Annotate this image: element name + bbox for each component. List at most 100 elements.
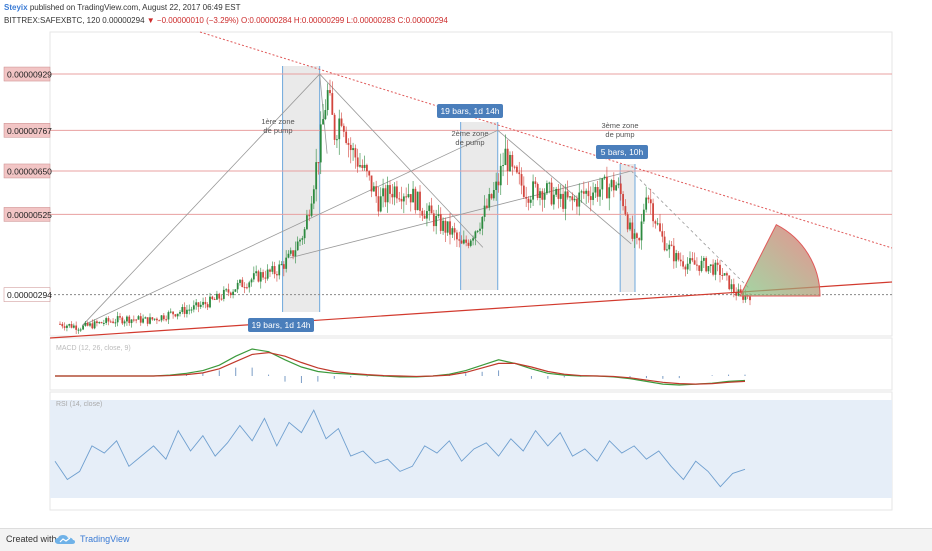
candle-body	[361, 165, 364, 168]
candle-body	[123, 321, 126, 324]
price-change: ▼ −0.00000010 (−3.29%)	[146, 16, 239, 25]
candle-body	[218, 293, 221, 299]
candle-body	[349, 144, 352, 151]
candle-body	[262, 272, 264, 278]
chart-area[interactable]: 0.00000929 0.00000767 0.00000650 0.00000525…	[0, 0, 932, 528]
candle-body	[174, 314, 177, 317]
pump-zone-label: 1ère zone	[261, 117, 294, 126]
candle-body	[199, 304, 202, 307]
pattern-line-3	[319, 73, 484, 248]
candle-body	[652, 203, 654, 222]
candle-body	[299, 239, 301, 242]
candle-body	[135, 319, 138, 321]
tradingview-brand[interactable]: TradingView	[80, 534, 130, 544]
candle-body	[426, 211, 428, 219]
price-level-label: 0.00000767	[3, 123, 52, 138]
candle-body	[172, 311, 174, 315]
candle-body	[525, 196, 528, 199]
candle-body	[444, 220, 447, 233]
candle-body	[409, 194, 412, 203]
resistance-trendline	[199, 31, 893, 249]
price-level-label: 0.00000525	[3, 207, 52, 222]
author-link[interactable]: Steyix	[4, 3, 28, 12]
candle-body	[248, 282, 251, 288]
candle-body	[534, 181, 537, 184]
candle-body	[721, 274, 724, 276]
candle-body	[649, 199, 652, 204]
candle-body	[96, 321, 98, 324]
candle-body	[730, 284, 733, 290]
candle-body	[149, 317, 151, 324]
candle-body	[91, 323, 94, 329]
candle-body	[585, 190, 588, 194]
candle-body	[502, 165, 504, 167]
candle-body	[439, 214, 442, 231]
candle-body	[130, 319, 133, 324]
candle-body	[453, 228, 456, 233]
rsi-band	[50, 400, 892, 498]
candle-body	[576, 198, 578, 207]
candle-body	[599, 189, 601, 197]
candle-body	[377, 196, 380, 212]
price-label-box	[3, 66, 51, 82]
candle-body	[476, 230, 479, 232]
candle-body	[259, 272, 262, 282]
candle-body	[322, 119, 324, 125]
candle-body	[497, 181, 500, 186]
candle-body	[98, 322, 101, 324]
candle-body	[659, 223, 661, 232]
candle-body	[402, 196, 405, 202]
candle-body	[615, 185, 618, 191]
candle-body	[458, 239, 461, 241]
candle-body	[719, 264, 721, 275]
bars-callout: 5 bars, 10h	[596, 145, 648, 159]
candle-body	[679, 259, 682, 262]
candle-body	[504, 148, 507, 166]
bars-callout-box	[596, 145, 648, 159]
candle-body	[432, 213, 435, 227]
candle-body	[518, 172, 521, 175]
candle-body	[312, 189, 315, 204]
candle-body	[562, 193, 564, 209]
candle-body	[352, 148, 354, 151]
candle-body	[569, 196, 571, 198]
bars-callout: 19 bars, 1d 14h	[248, 318, 314, 332]
candle-body	[492, 190, 495, 199]
candle-body	[282, 264, 285, 269]
candle-body	[714, 262, 717, 275]
candle-body	[490, 194, 493, 199]
candle-body	[82, 325, 84, 330]
candle-body	[596, 187, 599, 197]
macd-signal-line	[55, 351, 746, 385]
candle-body	[682, 261, 684, 267]
price-label-text: 0.00000525	[7, 210, 52, 220]
tradingview-cloud-icon	[55, 535, 75, 544]
candle-body	[601, 178, 604, 190]
candle-body	[414, 188, 417, 211]
candle-body	[559, 193, 562, 199]
candle-body	[347, 142, 350, 145]
candle-body	[153, 318, 156, 320]
candle-body	[506, 148, 509, 172]
candle-body	[696, 264, 698, 266]
candle-body	[340, 118, 343, 126]
price-label-box	[3, 207, 51, 222]
candle-body	[645, 197, 648, 210]
candle-body	[693, 260, 696, 265]
candle-body	[582, 191, 585, 194]
candle-body	[707, 266, 710, 272]
candle-body	[63, 326, 66, 328]
candle-body	[269, 269, 271, 272]
candle-body	[472, 238, 474, 241]
candle-body	[326, 90, 329, 111]
candle-body	[121, 317, 124, 324]
candle-body	[338, 118, 341, 140]
candle-body	[61, 323, 64, 327]
candle-body	[726, 273, 728, 276]
candle-body	[550, 182, 553, 205]
candle-body	[243, 287, 246, 289]
candle-body	[336, 139, 338, 141]
candle-body	[566, 191, 569, 198]
candle-body	[606, 176, 608, 199]
candle-body	[684, 266, 687, 270]
